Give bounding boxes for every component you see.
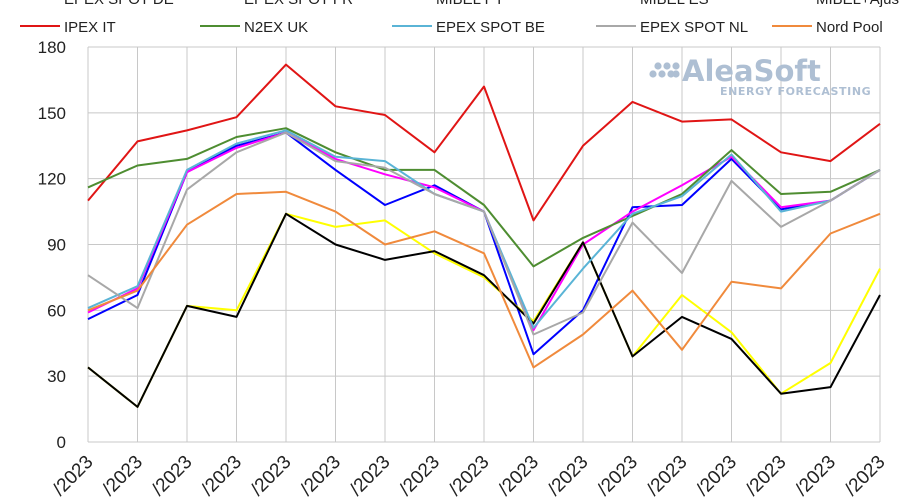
logo-dot (672, 70, 680, 78)
y-tick-label: 60 (47, 301, 66, 320)
x-tick-label: /2023 (297, 452, 345, 500)
series-line-epex-spot-nl (87, 131, 881, 336)
logo-dot (667, 70, 675, 78)
x-tick-label: /2023 (148, 452, 196, 500)
legend-entry: MIBEL+Ajuste (816, 0, 900, 8)
x-tick-label: /2023 (396, 452, 444, 500)
logo-dot (654, 62, 662, 70)
x-tick-label: /2023 (49, 452, 97, 500)
x-tick-label: /2023 (495, 452, 543, 500)
y-tick-label: 90 (47, 236, 66, 255)
legend-entry: EPEX SPOT FR (244, 0, 353, 8)
legend-entry: EPEX SPOT DE (64, 0, 174, 8)
x-tick-label: /2023 (198, 452, 246, 500)
gridlines (87, 46, 881, 443)
x-tick-label: /2023 (346, 452, 394, 500)
legend-entry: EPEX SPOT BE (436, 19, 545, 36)
x-tick-label: /2023 (445, 452, 493, 500)
y-axis-ticks: 0 30 60 90 120 150 180 (38, 38, 66, 452)
legend-entry: EPEX SPOT NL (640, 19, 748, 36)
logo-dot (658, 70, 666, 78)
y-tick-label: 0 (57, 433, 66, 452)
x-tick-label: /2023 (99, 452, 147, 500)
x-axis-ticks: /2023/2023/2023/2023/2023/2023/2023/2023… (49, 452, 889, 500)
legend: EPEX SPOT DE EPEX SPOT FR MIBEL PT MIBEL ES… (20, 0, 900, 36)
aleasoft-logo: AleaSoft ENERGY FORECASTING (649, 54, 871, 98)
series-lines (87, 63, 881, 408)
logo-dot (672, 62, 680, 70)
x-tick-label: /2023 (247, 452, 295, 500)
x-tick-label: /2023 (742, 452, 790, 500)
y-tick-label: 120 (38, 170, 66, 189)
x-tick-label: /2023 (841, 452, 889, 500)
legend-entry: MIBEL ES (640, 0, 709, 8)
series-line-ipex-it (87, 63, 881, 222)
x-tick-label: /2023 (544, 452, 592, 500)
series-line-mibel-pt (87, 212, 881, 408)
logo-dots-icon (649, 62, 680, 78)
legend-entry: N2EX UK (244, 19, 308, 36)
logo-name: AleaSoft (682, 54, 821, 88)
y-tick-label: 30 (47, 367, 66, 386)
legend-entry: Nord Pool (816, 19, 883, 36)
x-tick-label: /2023 (792, 452, 840, 500)
y-tick-label: 180 (38, 38, 66, 57)
series-line-mibel-es (87, 212, 881, 408)
logo-tagline: ENERGY FORECASTING (720, 85, 871, 98)
x-tick-label: /2023 (693, 452, 741, 500)
series-line-nord-pool (87, 190, 881, 369)
logo-dot (649, 70, 657, 78)
logo-dot (663, 62, 671, 70)
legend-entry: MIBEL PT (436, 0, 504, 8)
series-line-n2ex-uk (87, 127, 881, 268)
y-tick-label: 150 (38, 104, 66, 123)
x-tick-label: /2023 (643, 452, 691, 500)
legend-entry: IPEX IT (64, 19, 116, 36)
x-tick-label: /2023 (594, 452, 642, 500)
